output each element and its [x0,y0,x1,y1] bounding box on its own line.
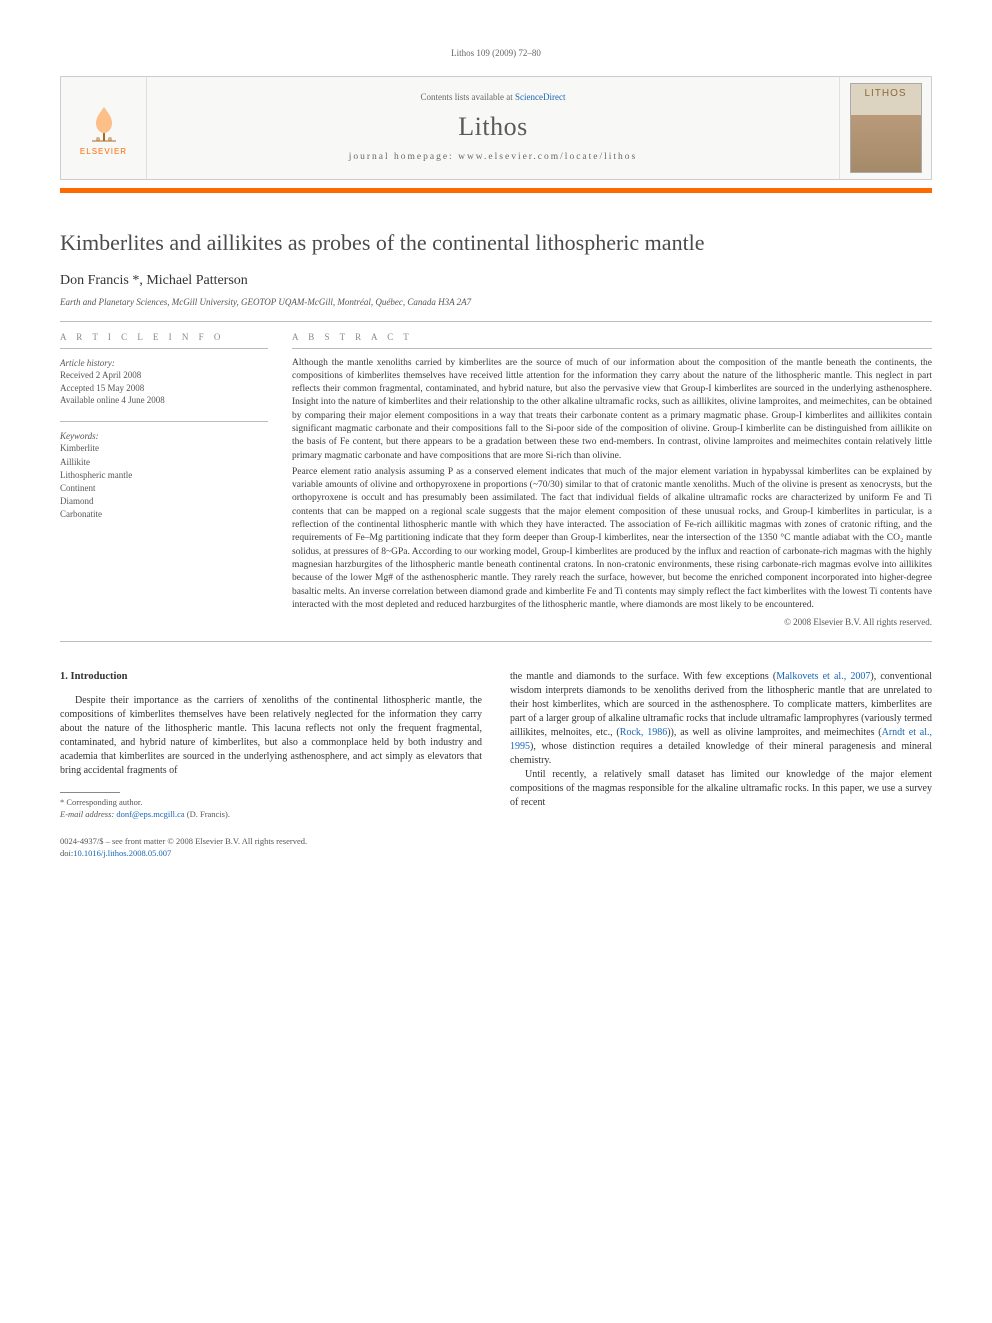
info-abstract-row: A R T I C L E I N F O Article history: R… [60,332,932,629]
keyword: Lithospheric mantle [60,469,268,482]
body-left-column: 1. Introduction Despite their importance… [60,670,482,860]
running-header: Lithos 109 (2009) 72–80 [60,48,932,58]
email-suffix: (D. Francis). [185,809,230,819]
body-paragraph: the mantle and diamonds to the surface. … [510,670,932,768]
divider [60,421,268,422]
keywords-list: Kimberlite Aillikite Lithospheric mantle… [60,442,268,520]
orange-divider [60,188,932,193]
article-title: Kimberlites and aillikites as probes of … [60,229,932,257]
abstract-paragraph: Pearce element ratio analysis assuming P… [292,466,932,612]
abstract-label: A B S T R A C T [292,332,932,342]
sciencedirect-link[interactable]: ScienceDirect [515,92,565,102]
publisher-name: ELSEVIER [80,147,127,156]
cover-title: LITHOS [851,88,921,99]
divider [60,348,268,349]
body-paragraph: Until recently, a relatively small datas… [510,768,932,810]
body-paragraph: Despite their importance as the carriers… [60,694,482,778]
citation-link[interactable]: Malkovets et al., 2007 [776,671,870,682]
keywords-label: Keywords: [60,430,268,443]
cover-thumb-cell: LITHOS [839,77,931,179]
masthead-center: Contents lists available at ScienceDirec… [147,77,839,179]
received-date: Received 2 April 2008 [60,369,268,382]
journal-cover-thumbnail: LITHOS [850,83,922,173]
abstract-text: Although the mantle xenoliths carried by… [292,357,932,629]
keyword: Diamond [60,495,268,508]
body-two-column: 1. Introduction Despite their importance… [60,670,932,860]
email-line: E-mail address: donf@eps.mcgill.ca (D. F… [60,809,482,820]
article-info-label: A R T I C L E I N F O [60,332,268,342]
author-list: Don Francis *, Michael Patterson [60,273,932,289]
keyword: Carbonatite [60,508,268,521]
issn-line: 0024-4937/$ – see front matter © 2008 El… [60,836,482,847]
corresponding-author-note: * Corresponding author. [60,797,482,808]
footnote-rule [60,792,120,793]
email-label: E-mail address: [60,809,116,819]
journal-masthead: ELSEVIER Contents lists available at Sci… [60,76,932,180]
doi-line: doi:10.1016/j.lithos.2008.05.007 [60,848,482,859]
keyword: Aillikite [60,456,268,469]
homepage-url: www.elsevier.com/locate/lithos [458,152,637,162]
page-footer: 0024-4937/$ – see front matter © 2008 El… [60,836,482,859]
divider [292,348,932,349]
author-email-link[interactable]: donf@eps.mcgill.ca [116,809,184,819]
online-date: Available online 4 June 2008 [60,394,268,407]
elsevier-tree-icon [82,101,126,145]
body-text: )), as well as olivine lamproites, and m… [667,727,881,738]
doi-prefix: doi: [60,848,73,858]
section-heading: 1. Introduction [60,670,482,685]
accepted-date: Accepted 15 May 2008 [60,382,268,395]
divider [60,321,932,322]
keyword: Kimberlite [60,442,268,455]
homepage-prefix: journal homepage: [349,152,458,162]
abstract-paragraph: Although the mantle xenoliths carried by… [292,357,932,463]
contents-prefix: Contents lists available at [421,92,515,102]
journal-name: Lithos [157,112,829,142]
doi-link[interactable]: 10.1016/j.lithos.2008.05.007 [73,848,171,858]
body-text: ), whose distinction requires a detailed… [510,741,932,766]
contents-line: Contents lists available at ScienceDirec… [157,92,829,102]
journal-homepage: journal homepage: www.elsevier.com/locat… [157,152,829,162]
publisher-logo-cell: ELSEVIER [61,77,147,179]
body-right-column: the mantle and diamonds to the surface. … [510,670,932,860]
affiliation: Earth and Planetary Sciences, McGill Uni… [60,297,932,307]
divider [60,641,932,642]
keywords-block: Keywords: Kimberlite Aillikite Lithosphe… [60,430,268,521]
citation-link[interactable]: Rock, 1986 [620,727,667,738]
footnotes: * Corresponding author. E-mail address: … [60,797,482,820]
abstract-copyright: © 2008 Elsevier B.V. All rights reserved… [292,616,932,629]
keyword: Continent [60,482,268,495]
elsevier-logo: ELSEVIER [76,96,132,160]
article-history: Article history: Received 2 April 2008 A… [60,357,268,407]
article-info-column: A R T I C L E I N F O Article history: R… [60,332,268,629]
body-text: the mantle and diamonds to the surface. … [510,671,776,682]
abstract-column: A B S T R A C T Although the mantle xeno… [292,332,932,629]
history-label: Article history: [60,357,268,370]
